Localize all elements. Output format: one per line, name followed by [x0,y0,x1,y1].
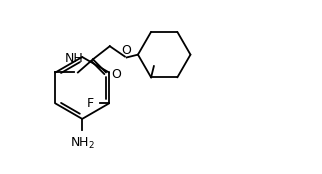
Text: O: O [122,44,132,57]
Text: O: O [112,68,121,81]
Text: NH$_2$: NH$_2$ [70,136,95,151]
Text: F: F [87,97,94,110]
Text: NH: NH [65,52,83,65]
